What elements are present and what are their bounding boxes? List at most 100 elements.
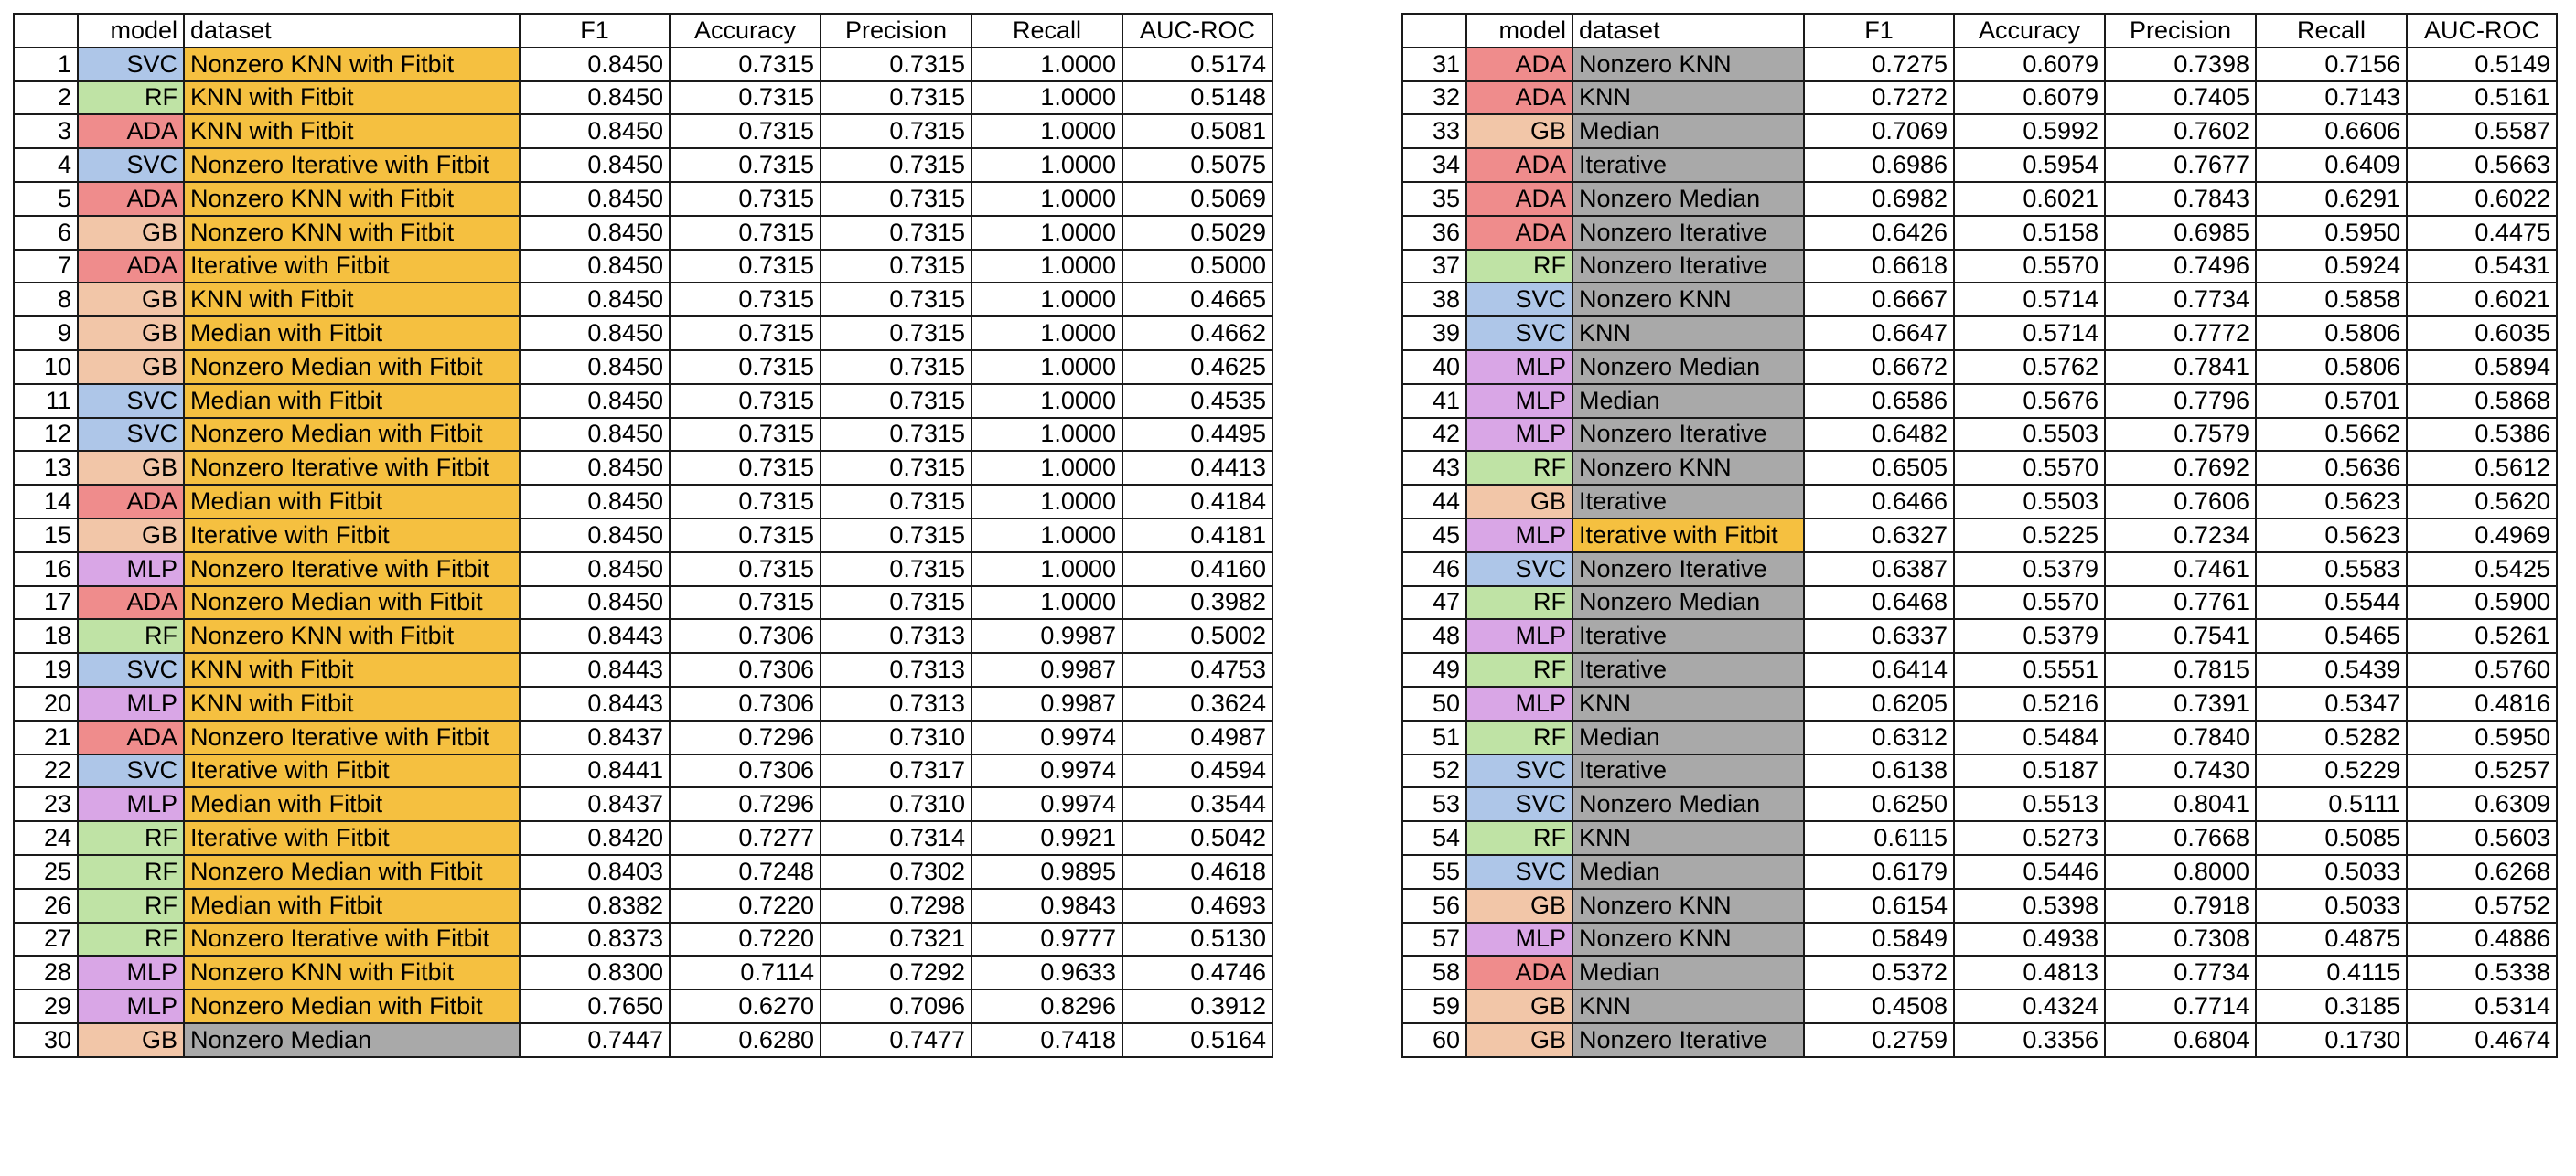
row-index: 60 [1401,1021,1467,1058]
row-index: 6 [13,214,79,251]
auc-roc-cell: 0.5868 [2406,382,2558,419]
dataset-cell: Nonzero Median [1572,786,1805,823]
precision-cell: 0.7772 [2104,315,2257,351]
precision-cell: 0.7405 [2104,80,2257,116]
table-row: 50 MLP KNN 0.6205 0.5216 0.7391 0.5347 0.4816 [1401,685,2558,722]
accuracy-cell: 0.5379 [1953,618,2106,655]
row-index: 12 [13,416,79,453]
model-cell: ADA [77,248,185,284]
f1-cell: 0.6667 [1803,282,1955,318]
dataset-cell: Iterative with Fitbit [183,517,521,553]
row-index: 37 [1401,248,1467,284]
auc-roc-cell: 0.6268 [2406,853,2558,890]
header-dataset: dataset [1572,13,1805,48]
f1-cell: 0.5372 [1803,955,1955,991]
dataset-cell: Median with Fitbit [183,382,521,419]
row-index: 11 [13,382,79,419]
table-row: 44 GB Iterative 0.6466 0.5503 0.7606 0.5623 0.5… [1401,484,2558,519]
dataset-cell: Nonzero Median with Fitbit [183,348,521,385]
auc-roc-cell: 0.4662 [1122,315,1273,351]
precision-cell: 0.7677 [2104,147,2257,183]
dataset-cell: Nonzero KNN with Fitbit [183,214,521,251]
header-index [1401,13,1467,48]
auc-roc-cell: 0.4535 [1122,382,1273,419]
f1-cell: 0.6647 [1803,315,1955,351]
auc-roc-cell: 0.4746 [1122,955,1273,991]
recall-cell: 0.5439 [2255,652,2408,688]
dataset-cell: Nonzero KNN with Fitbit [183,955,521,991]
precision-cell: 0.7496 [2104,248,2257,284]
accuracy-cell: 0.7315 [669,382,821,419]
f1-cell: 0.8403 [519,853,671,890]
row-index: 35 [1401,180,1467,217]
auc-roc-cell: 0.5431 [2406,248,2558,284]
accuracy-cell: 0.7296 [669,786,821,823]
precision-cell: 0.7430 [2104,753,2257,789]
auc-roc-cell: 0.5760 [2406,652,2558,688]
model-cell: GB [77,315,185,351]
model-cell: GB [77,1021,185,1058]
table-row: 36 ADA Nonzero Iterative 0.6426 0.5158 0.6985… [1401,214,2558,251]
accuracy-cell: 0.6280 [669,1021,821,1058]
recall-cell: 0.9843 [971,887,1123,924]
auc-roc-cell: 0.5174 [1122,46,1273,82]
model-cell: SVC [77,382,185,419]
recall-cell: 1.0000 [971,282,1123,318]
model-cell: SVC [1465,753,1573,789]
model-cell: MLP [77,685,185,722]
header-accuracy: Accuracy [669,13,821,48]
recall-cell: 0.5282 [2255,719,2408,755]
dataset-cell: Iterative [1572,618,1805,655]
accuracy-cell: 0.5484 [1953,719,2106,755]
table-row: 23 MLP Median with Fitbit 0.8437 0.7296 0.731… [13,786,1273,823]
precision-cell: 0.6804 [2104,1021,2257,1058]
table-row: 19 SVC KNN with Fitbit 0.8443 0.7306 0.7313 0.… [13,652,1273,688]
recall-cell: 0.4875 [2255,921,2408,957]
f1-cell: 0.6618 [1803,248,1955,284]
recall-cell: 1.0000 [971,113,1123,150]
table-row: 7 ADA Iterative with Fitbit 0.8450 0.7315 0.7… [13,248,1273,284]
table-row: 45 MLP Iterative with Fitbit 0.6327 0.5225 0.… [1401,517,2558,553]
precision-cell: 0.7321 [820,921,972,957]
accuracy-cell: 0.5551 [1953,652,2106,688]
f1-cell: 0.8373 [519,921,671,957]
row-index: 38 [1401,282,1467,318]
auc-roc-cell: 0.4816 [2406,685,2558,722]
dataset-cell: Nonzero KNN [1572,46,1805,82]
model-cell: RF [77,853,185,890]
f1-cell: 0.8382 [519,887,671,924]
accuracy-cell: 0.7315 [669,551,821,587]
dataset-cell: Nonzero Median [183,1021,521,1058]
precision-cell: 0.7315 [820,113,972,150]
table-row: 3 ADA KNN with Fitbit 0.8450 0.7315 0.7315 1.0… [13,113,1273,150]
table-row: 42 MLP Nonzero Iterative 0.6482 0.5503 0.7579… [1401,416,2558,453]
table-row: 20 MLP KNN with Fitbit 0.8443 0.7306 0.7313 0.… [13,685,1273,722]
header-dataset: dataset [183,13,521,48]
f1-cell: 0.6986 [1803,147,1955,183]
precision-cell: 0.7843 [2104,180,2257,217]
table-row: 14 ADA Median with Fitbit 0.8450 0.7315 0.731… [13,484,1273,519]
row-index: 49 [1401,652,1467,688]
f1-cell: 0.8450 [519,80,671,116]
recall-cell: 0.5662 [2255,416,2408,453]
recall-cell: 1.0000 [971,180,1123,217]
f1-cell: 0.6672 [1803,348,1955,385]
recall-cell: 0.5623 [2255,484,2408,519]
f1-cell: 0.6115 [1803,820,1955,856]
accuracy-cell: 0.7306 [669,753,821,789]
auc-roc-cell: 0.3544 [1122,786,1273,823]
accuracy-cell: 0.5570 [1953,450,2106,486]
model-cell: SVC [77,147,185,183]
f1-cell: 0.8443 [519,652,671,688]
auc-roc-cell: 0.4413 [1122,450,1273,486]
table-row: 57 MLP Nonzero KNN 0.5849 0.4938 0.7308 0.4875… [1401,921,2558,957]
model-cell: GB [77,450,185,486]
row-index: 21 [13,719,79,755]
model-cell: MLP [1465,517,1573,553]
f1-cell: 0.6138 [1803,753,1955,789]
model-cell: RF [1465,652,1573,688]
table-row: 1 SVC Nonzero KNN with Fitbit 0.8450 0.7315 0… [13,46,1273,82]
row-index: 18 [13,618,79,655]
table-row: 59 GB KNN 0.4508 0.4324 0.7714 0.3185 0.5314 [1401,989,2558,1024]
model-cell: ADA [1465,214,1573,251]
